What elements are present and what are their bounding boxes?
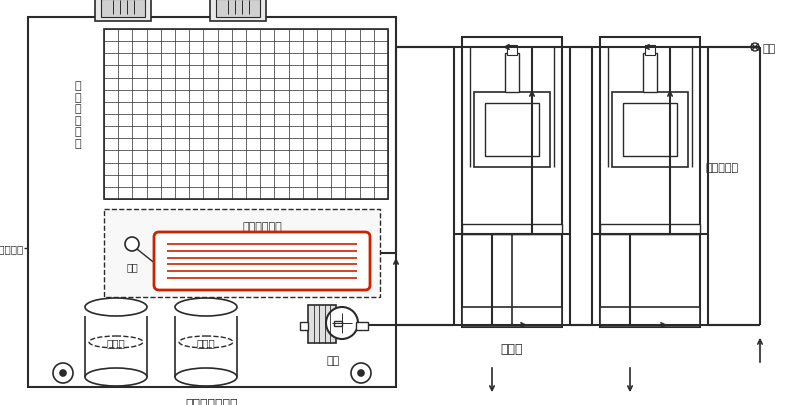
- Circle shape: [53, 363, 73, 383]
- Bar: [474, 93, 550, 168]
- Bar: [462, 38, 562, 234]
- Bar: [104, 30, 388, 200]
- Text: 压缩机: 压缩机: [196, 337, 215, 347]
- Circle shape: [326, 307, 358, 339]
- Bar: [600, 225, 700, 234]
- Bar: [210, 0, 266, 22]
- Bar: [505, 53, 519, 93]
- Bar: [508, 46, 517, 55]
- Bar: [101, 0, 145, 18]
- Text: 水箱式蒸发器: 水箱式蒸发器: [242, 222, 282, 231]
- Bar: [334, 321, 342, 326]
- Bar: [646, 46, 655, 55]
- Bar: [300, 322, 308, 330]
- Text: 球阀: 球阀: [763, 44, 776, 54]
- Text: 压缩机: 压缩机: [107, 337, 125, 347]
- Ellipse shape: [175, 368, 237, 386]
- Text: 水泵: 水泵: [326, 355, 340, 365]
- Bar: [216, 0, 260, 18]
- Bar: [95, 0, 151, 22]
- Bar: [600, 234, 700, 327]
- Bar: [600, 307, 700, 327]
- Bar: [623, 104, 677, 156]
- Text: 风冷箱型冷水机: 风冷箱型冷水机: [186, 397, 239, 405]
- Bar: [462, 234, 562, 327]
- Circle shape: [125, 237, 139, 252]
- Text: 水箱补水口: 水箱补水口: [0, 243, 24, 254]
- Bar: [104, 209, 380, 297]
- Bar: [485, 104, 539, 156]
- Circle shape: [351, 363, 371, 383]
- Bar: [462, 307, 562, 327]
- FancyBboxPatch shape: [154, 232, 370, 290]
- Bar: [462, 225, 562, 234]
- Circle shape: [358, 370, 364, 376]
- Text: 浮球: 浮球: [126, 261, 138, 271]
- Bar: [643, 53, 657, 93]
- Text: 翅
片
式
冷
凝
器: 翅 片 式 冷 凝 器: [75, 81, 81, 149]
- Ellipse shape: [85, 298, 147, 316]
- Bar: [308, 305, 336, 343]
- Ellipse shape: [175, 298, 237, 316]
- Bar: [612, 93, 688, 168]
- Bar: [600, 38, 700, 234]
- Bar: [356, 322, 368, 330]
- Text: 被冷却模具: 被冷却模具: [706, 163, 739, 173]
- Bar: [28, 18, 396, 387]
- Circle shape: [751, 44, 759, 52]
- Circle shape: [60, 370, 66, 376]
- Ellipse shape: [85, 368, 147, 386]
- Text: 注塑机: 注塑机: [501, 342, 523, 355]
